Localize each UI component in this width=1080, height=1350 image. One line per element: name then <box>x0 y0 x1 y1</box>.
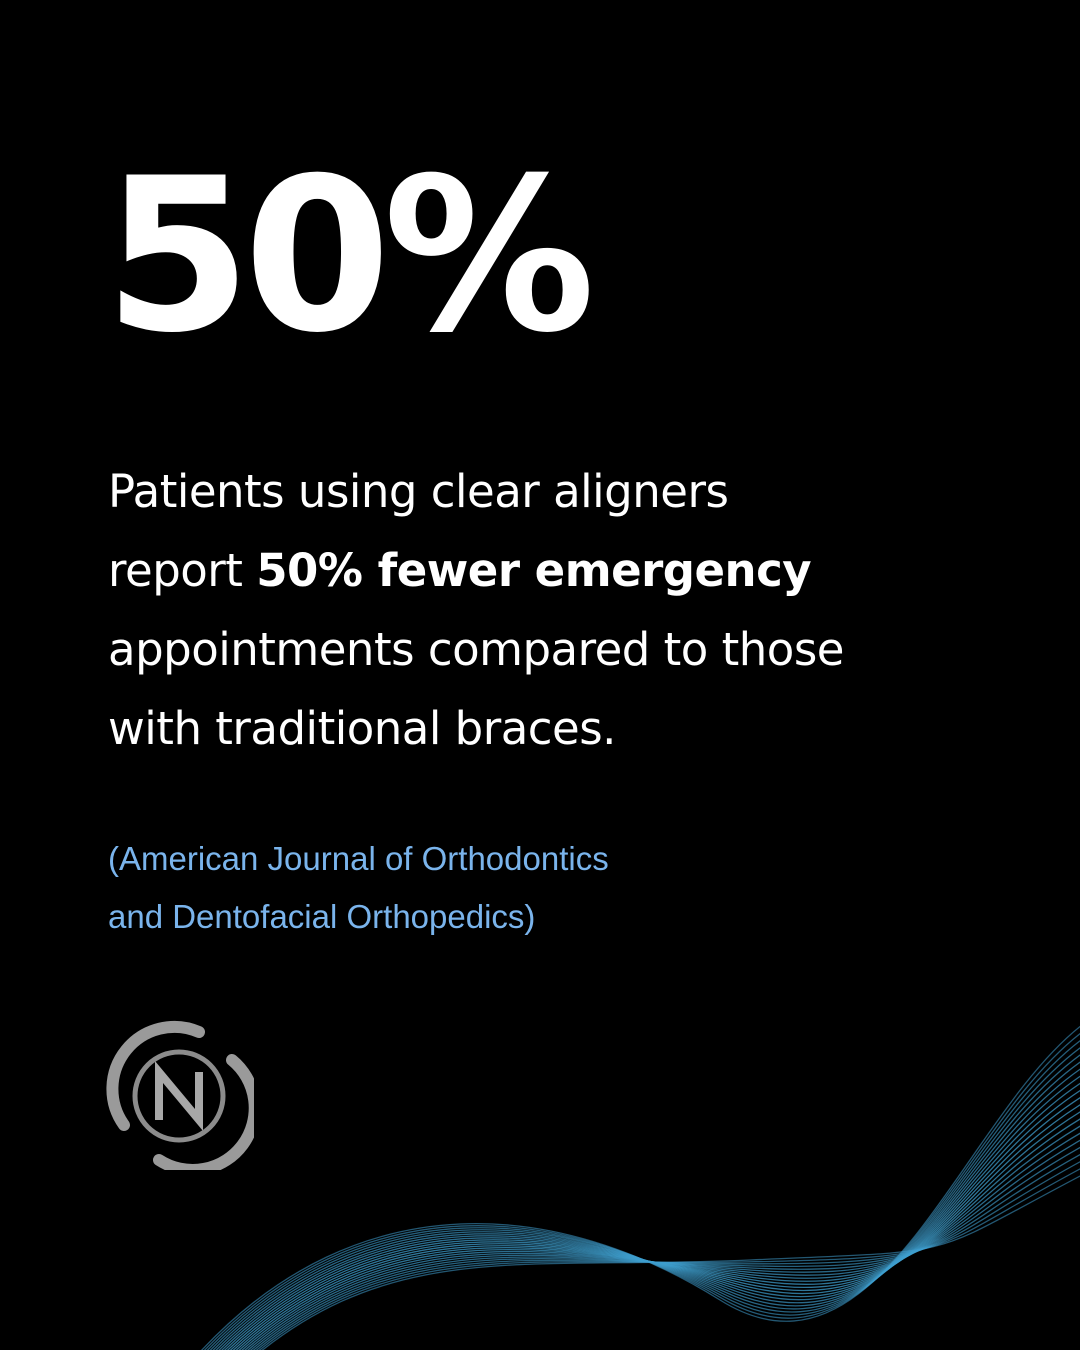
wave-line <box>258 1168 1080 1350</box>
decorative-wave-lines <box>201 1025 1080 1350</box>
body-text: Patients using clear aligners report 50%… <box>108 452 1008 768</box>
body-line-4: with traditional braces. <box>108 702 616 755</box>
wave-line <box>215 1061 1080 1350</box>
wave-line <box>203 1032 1080 1350</box>
wave-line <box>226 1089 1080 1350</box>
wave-line <box>244 1132 1080 1350</box>
body-line-1: Patients using clear aligners <box>108 465 729 518</box>
wave-line <box>238 1118 1080 1350</box>
body-highlight: 50% fewer emergency <box>256 544 812 597</box>
wave-line <box>252 1153 1080 1350</box>
wave-line <box>249 1146 1080 1350</box>
wave-line <box>247 1139 1080 1350</box>
wave-line <box>218 1068 1080 1350</box>
wave-line <box>206 1040 1080 1350</box>
wave-line <box>201 1025 1080 1350</box>
body-line-2-prefix: report <box>108 544 257 597</box>
wave-line <box>209 1047 1080 1350</box>
wave-line <box>229 1096 1080 1350</box>
body-line-2: report 50% fewer emergency <box>108 531 1008 610</box>
wave-line <box>261 1175 1080 1350</box>
citation-line-2: and Dentofacial Orthopedics) <box>108 898 536 935</box>
citation-line-1: (American Journal of Orthodontics <box>108 840 609 877</box>
wave-line <box>224 1082 1080 1350</box>
wave-line <box>241 1125 1080 1350</box>
wave-line <box>235 1111 1080 1350</box>
headline-stat: 50% <box>104 132 595 379</box>
brand-logo-icon <box>106 1020 254 1170</box>
wave-line <box>255 1161 1080 1350</box>
citation: (American Journal of Orthodontics and De… <box>108 830 609 946</box>
body-line-3: appointments compared to those <box>108 623 844 676</box>
wave-line <box>232 1104 1080 1350</box>
wave-line <box>221 1075 1080 1350</box>
wave-line <box>212 1054 1080 1350</box>
